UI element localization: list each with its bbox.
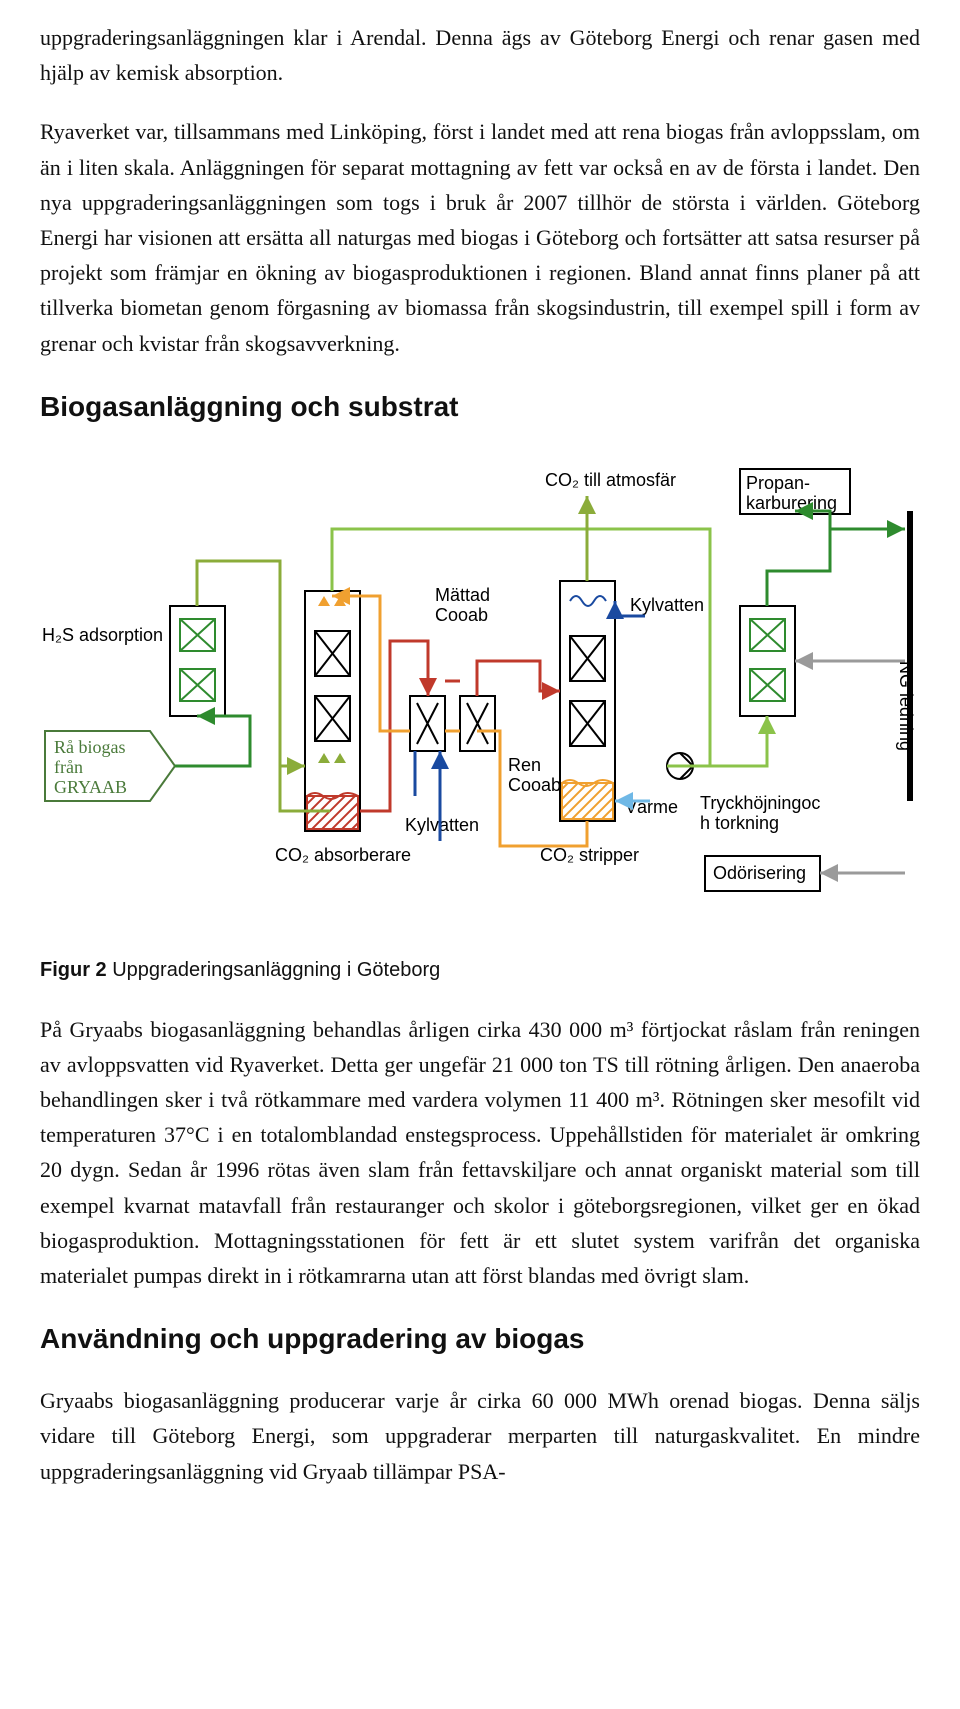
label-ra-2: från <box>54 757 83 777</box>
process-diagram: CO₂ till atmosfär Propan- karburering NG… <box>40 451 920 931</box>
figure-2-caption: Figur 2 Uppgraderingsanläggning i Götebo… <box>40 959 920 982</box>
pipe-mattad-2 <box>477 661 560 696</box>
label-ra-3: GRYAAB <box>54 777 127 797</box>
paragraph-1: uppgraderingsanläggningen klar i Arendal… <box>40 20 920 90</box>
pipe-h2s-to-abs <box>197 561 330 811</box>
label-mattad-1: Mättad <box>435 585 490 605</box>
pipe-raw-to-h2s <box>175 716 250 766</box>
label-co2-abs: CO₂ absorberare <box>275 845 411 865</box>
label-ng-ledning: NG ledning <box>896 661 916 751</box>
label-propan-1: Propan- <box>746 473 810 493</box>
label-co2-atm: CO₂ till atmosfär <box>545 470 676 490</box>
label-tryck-2: h torkning <box>700 813 779 833</box>
document-page: uppgraderingsanläggningen klar i Arendal… <box>0 0 960 1529</box>
label-kylvatten-bot: Kylvatten <box>405 815 479 835</box>
heading-biogas-substrat: Biogasanläggning och substrat <box>40 391 920 423</box>
label-ren-1: Ren <box>508 755 541 775</box>
pipe-mattad-1 <box>360 641 428 811</box>
paragraph-3: På Gryaabs biogasanläggning behandlas år… <box>40 1012 920 1294</box>
label-h2s: H₂S adsorption <box>42 625 163 645</box>
paragraph-4: Gryaabs biogasanläggning producerar varj… <box>40 1383 920 1489</box>
figcap-bold: Figur 2 <box>40 959 107 981</box>
figure-2-wrapper: CO₂ till atmosfär Propan- karburering NG… <box>40 451 920 982</box>
tryck-column <box>740 606 795 716</box>
pipe-to-propan <box>767 511 830 606</box>
label-co2-str: CO₂ stripper <box>540 845 639 865</box>
label-mattad-2: Cooab <box>435 605 488 625</box>
h2s-column <box>170 606 225 716</box>
label-ren-2: Cooab <box>508 775 561 795</box>
label-ra-1: Rå biogas <box>54 737 126 757</box>
heading-anvandning: Användning och uppgradering av biogas <box>40 1323 920 1355</box>
label-odor: Odörisering <box>713 863 806 883</box>
paragraph-2: Ryaverket var, tillsammans med Linköping… <box>40 114 920 360</box>
pipe-ren-2 <box>332 596 410 731</box>
figcap-rest: Uppgraderingsanläggning i Göteborg <box>107 959 441 981</box>
label-tryck-1: Tryckhöjningoc <box>700 793 820 813</box>
label-kylvatten-top: Kylvatten <box>630 595 704 615</box>
